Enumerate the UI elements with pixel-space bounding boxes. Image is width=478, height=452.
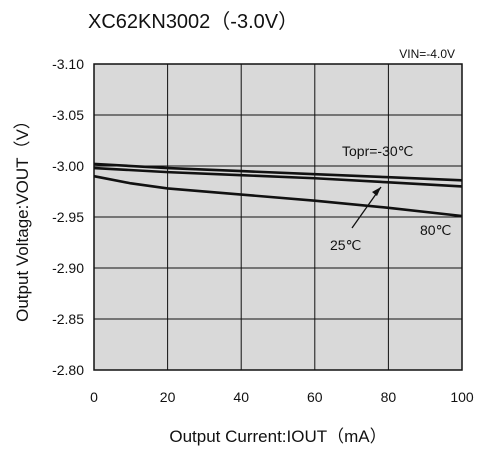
x-tick-label: 40 [233, 389, 249, 405]
grid-lines [94, 64, 462, 370]
y-tick-label: -3.10 [52, 56, 84, 72]
y-tick-label: -3.00 [52, 158, 84, 174]
y-tick-label: -2.90 [52, 260, 84, 276]
y-tick-label: -3.05 [52, 107, 84, 123]
x-axis-label: Output Current:IOUT（mA） [169, 427, 386, 446]
x-tick-label: 100 [450, 389, 474, 405]
x-tick-label: 60 [307, 389, 323, 405]
annotation-arrowhead [372, 187, 381, 196]
series-lines [93, 162, 463, 218]
y-axis-label: Output Voltage:VOUT（V） [13, 112, 32, 322]
chart-title: XC62KN3002（-3.0V） [88, 10, 298, 33]
annotation-topr-minus30: Topr=-30℃ [342, 143, 413, 159]
tick-labels: 0 20 40 60 80 100 -3.10 -3.05 -3.00 -2.95 -2.90 -2.… [52, 56, 474, 405]
x-tick-label: 20 [160, 389, 176, 405]
series-line-1 [93, 166, 463, 188]
y-tick-label: -2.85 [52, 311, 84, 327]
series-line-0 [93, 162, 463, 182]
condition-label: VIN=-4.0V [399, 47, 455, 61]
y-tick-label: -2.95 [52, 209, 84, 225]
annotation-80c: 80℃ [420, 222, 451, 238]
annotation-25c: 25℃ [330, 237, 361, 253]
x-tick-label: 0 [90, 389, 98, 405]
y-tick-label: -2.80 [52, 362, 84, 378]
series-line-2 [93, 174, 463, 218]
x-tick-label: 80 [381, 389, 397, 405]
